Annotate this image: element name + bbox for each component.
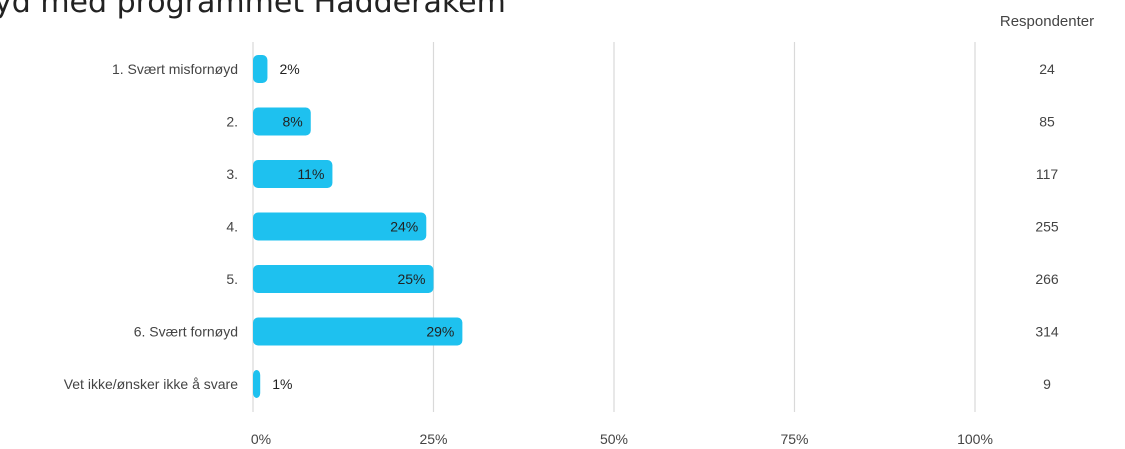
respondent-count: 9 bbox=[1043, 376, 1051, 392]
bars bbox=[253, 55, 463, 398]
x-tick-label: 75% bbox=[780, 431, 808, 447]
respondent-count: 314 bbox=[1035, 324, 1059, 340]
category-label: 1. Svært misfornøyd bbox=[112, 61, 238, 77]
category-label: 2. bbox=[226, 114, 238, 130]
chart-title: yd med programmet Hadderakem bbox=[0, 0, 506, 20]
bar bbox=[253, 370, 261, 398]
x-tick-label: 25% bbox=[419, 431, 447, 447]
value-label: 24% bbox=[390, 219, 418, 235]
bar bbox=[253, 212, 427, 241]
category-label: 3. bbox=[226, 166, 238, 182]
bar bbox=[253, 160, 333, 188]
value-label: 29% bbox=[426, 324, 454, 340]
value-label: 11% bbox=[297, 166, 324, 182]
x-tick-label: 50% bbox=[600, 431, 628, 447]
respondents-header: Respondenter bbox=[1000, 13, 1094, 30]
respondent-count: 24 bbox=[1039, 61, 1055, 77]
respondent-count: 255 bbox=[1035, 219, 1059, 235]
value-label: 25% bbox=[397, 271, 425, 287]
labels: 0% 25% 50% 75% 100% 1. Svært misfornøyd 2% 24 2.… bbox=[64, 61, 1059, 447]
respondent-count: 85 bbox=[1039, 114, 1055, 130]
bar bbox=[253, 265, 434, 293]
respondent-count: 117 bbox=[1036, 166, 1059, 182]
bar bbox=[253, 55, 268, 83]
value-label: 1% bbox=[272, 376, 292, 392]
value-label: 8% bbox=[283, 114, 303, 130]
value-label: 2% bbox=[279, 61, 299, 77]
grid bbox=[252, 42, 976, 412]
category-label: 4. bbox=[226, 219, 238, 235]
category-label: 6. Svært fornøyd bbox=[134, 324, 238, 340]
category-label: 5. bbox=[226, 271, 238, 287]
x-tick-label: 100% bbox=[957, 431, 993, 447]
x-tick-label: 0% bbox=[251, 431, 271, 447]
category-label: Vet ikke/ønsker ikke å svare bbox=[64, 376, 239, 392]
respondent-count: 266 bbox=[1035, 271, 1059, 287]
bar bbox=[253, 107, 311, 136]
bar bbox=[253, 317, 463, 346]
